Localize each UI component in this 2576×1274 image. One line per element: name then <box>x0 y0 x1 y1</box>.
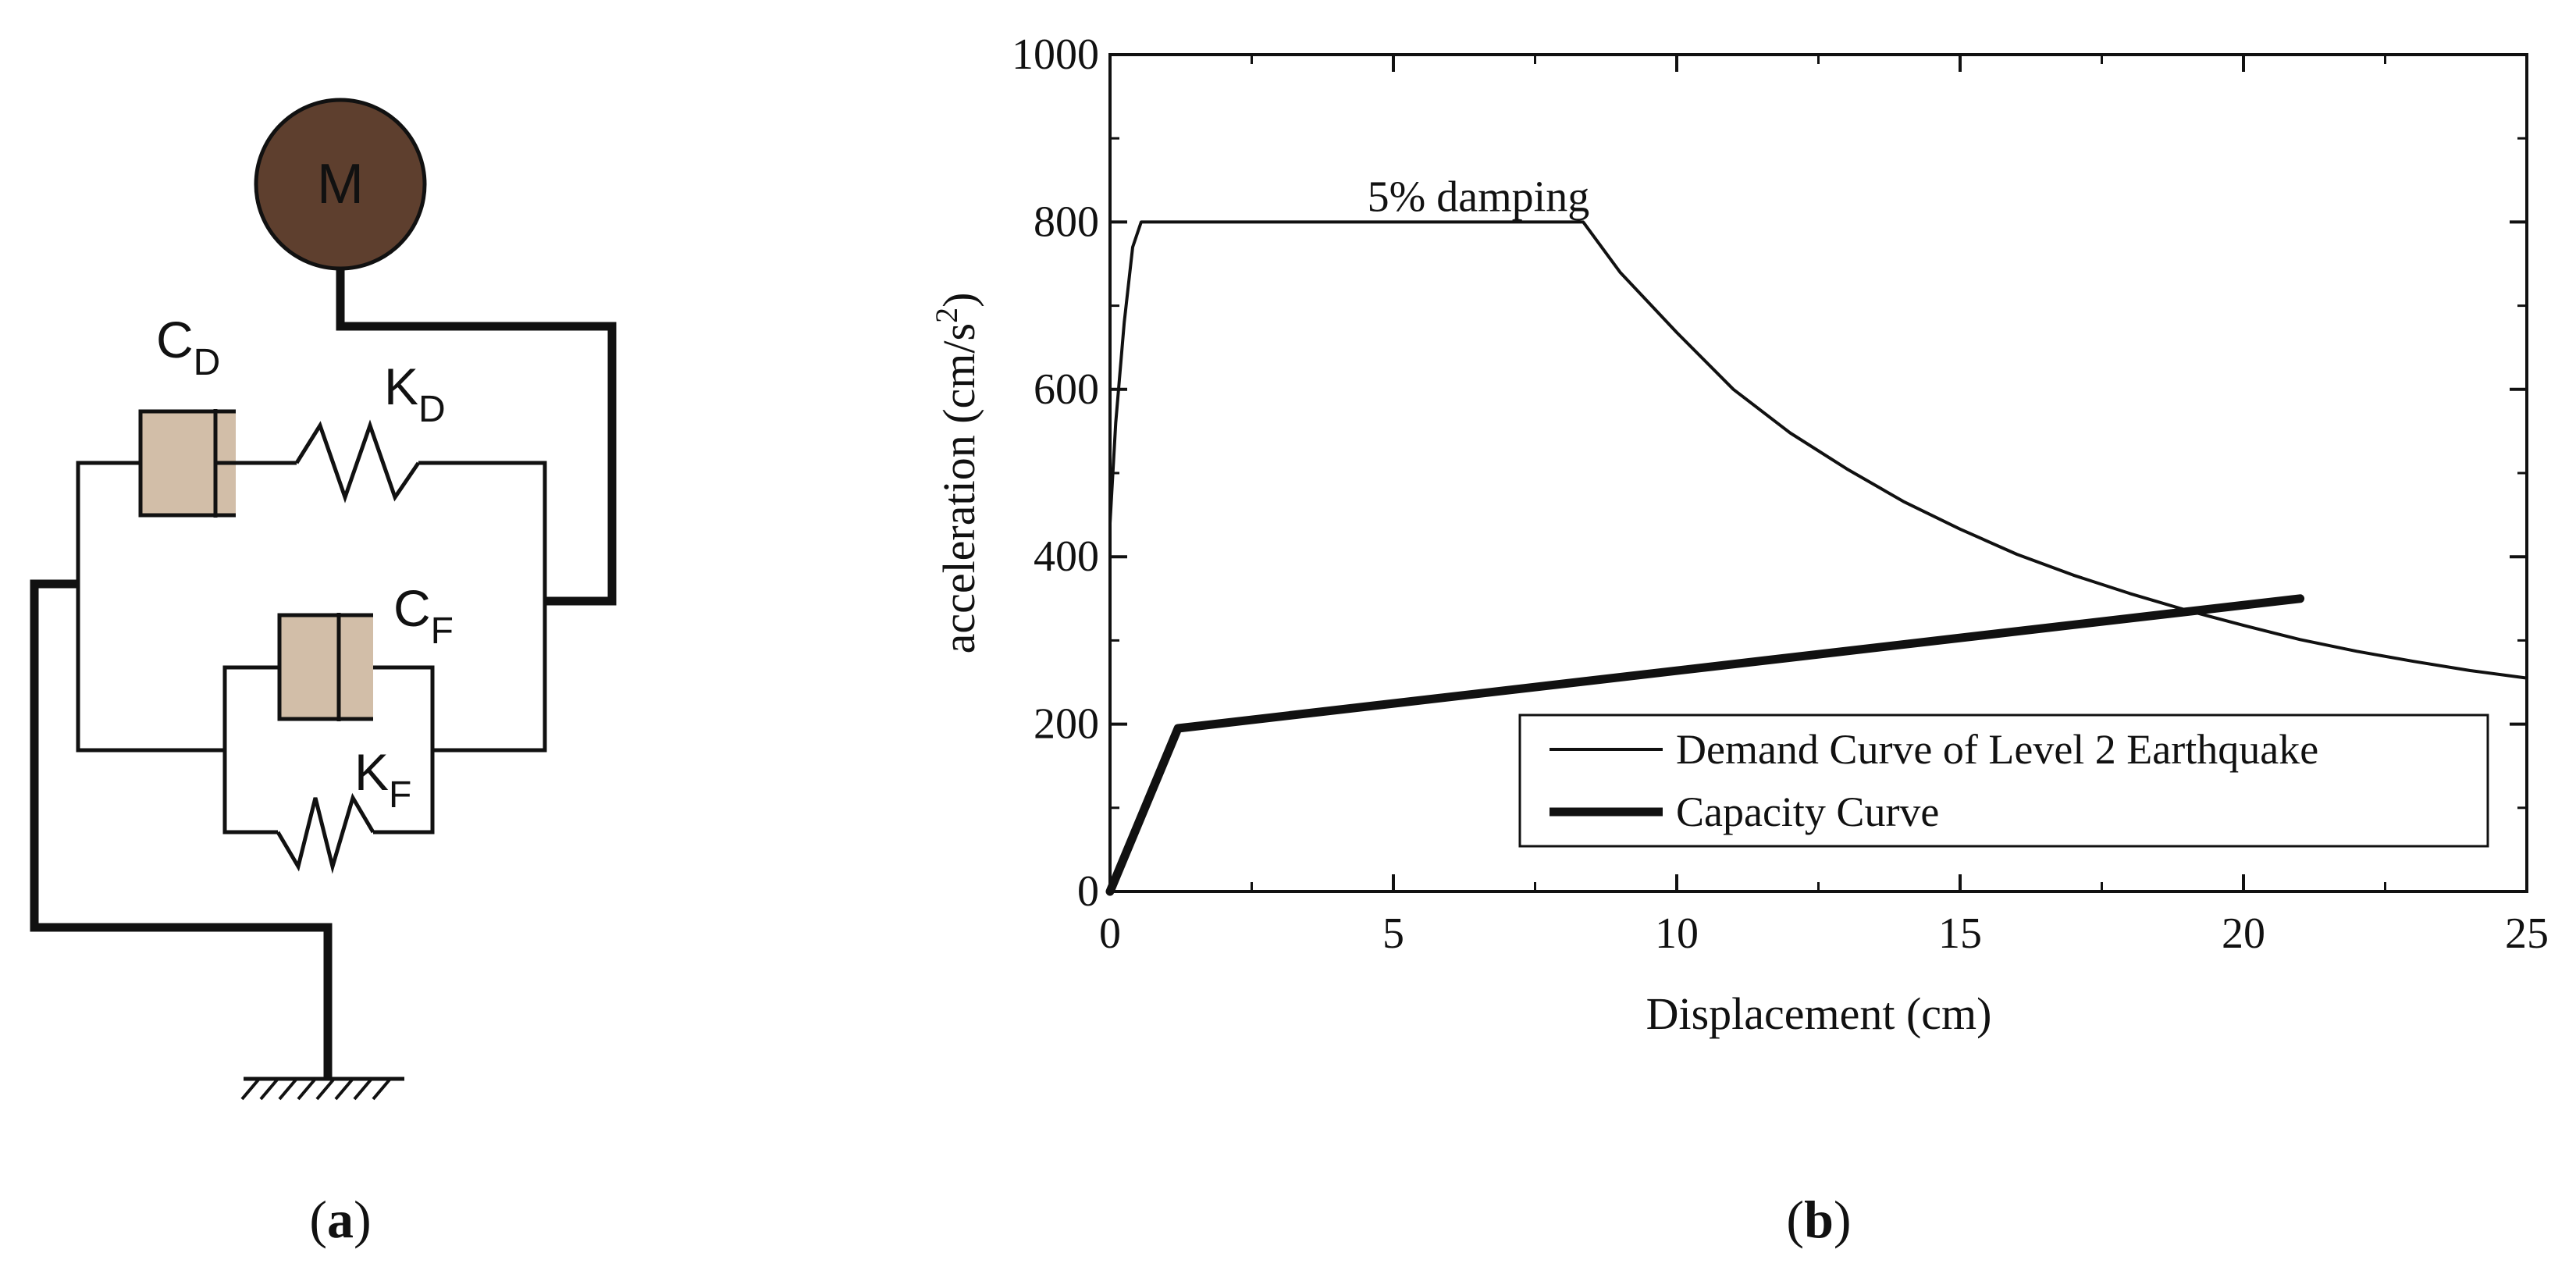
label-cf: CF <box>393 579 454 652</box>
x-tick-label: 0 <box>1099 909 1121 958</box>
annotation-5pct-damping: 5% damping <box>1368 173 1590 221</box>
damper-cd-outline <box>138 409 236 518</box>
outer-frame-left <box>76 461 225 753</box>
spring-kf <box>276 792 375 874</box>
legend-box <box>1518 714 2489 848</box>
ground-hatch <box>240 1077 392 1101</box>
damper-cf-outline <box>277 613 373 721</box>
series-line-capacity <box>1105 594 2305 896</box>
plot-frame <box>1108 53 2528 893</box>
legend-label-capacity: Capacity Curve <box>1676 788 1939 835</box>
outer-frame-right <box>418 461 547 753</box>
y-tick-label: 400 <box>1034 532 1099 581</box>
legend-label-demand: Demand Curve of Level 2 Earthquake <box>1676 726 2318 773</box>
y-tick-label: 800 <box>1034 198 1099 246</box>
legend: Demand Curve of Level 2 Earthquake Capac… <box>1518 714 2489 848</box>
damper-cf-body <box>279 615 373 719</box>
spring-kd <box>294 419 421 504</box>
inner-frame <box>222 665 279 835</box>
series-line-demand <box>1108 220 2528 680</box>
y-axis-ticks: 0 200 400 600 800 1000 <box>1012 30 2527 916</box>
label-cd: CD <box>156 311 220 383</box>
y-tick-label: 1000 <box>1012 30 1099 79</box>
label-kf: KF <box>354 743 411 816</box>
x-axis-label: Displacement (cm) <box>1646 988 1992 1039</box>
x-tick-label: 15 <box>1938 909 1982 958</box>
label-kd: KD <box>384 358 446 430</box>
x-tick-label: 5 <box>1382 909 1404 958</box>
x-tick-label: 20 <box>2222 909 2265 958</box>
x-tick-label: 10 <box>1655 909 1699 958</box>
y-axis-label: acceleration (cm/s2) <box>929 293 984 654</box>
y-tick-label: 200 <box>1034 700 1099 749</box>
y-tick-label: 600 <box>1034 365 1099 414</box>
y-tick-label: 0 <box>1077 867 1099 916</box>
caption-a: (a) <box>309 1190 371 1249</box>
ground-connector <box>30 579 333 1079</box>
mechanical-model-diagram: M CD KD CF KF <box>30 98 617 1101</box>
x-tick-label: 25 <box>2505 909 2549 958</box>
caption-b: (b) <box>1786 1190 1851 1249</box>
x-axis-ticks: 0 5 10 15 20 25 <box>1099 55 2549 958</box>
inner-frame-right <box>339 665 435 835</box>
mass-connector <box>336 269 617 606</box>
mass-label: M <box>317 153 364 215</box>
series-layer <box>1105 220 2528 896</box>
